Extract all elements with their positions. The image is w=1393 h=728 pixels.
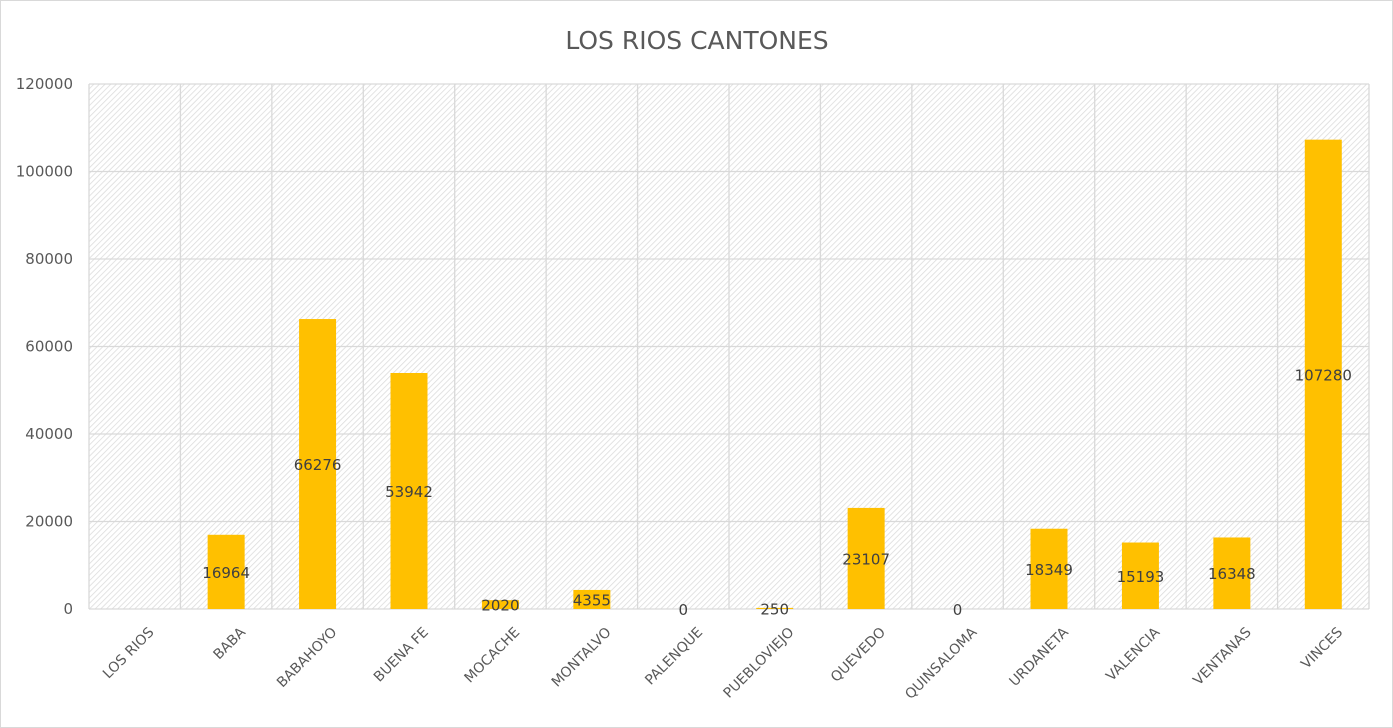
bar <box>756 607 794 609</box>
bar <box>573 589 611 609</box>
x-tick-label: PALENQUE <box>642 625 706 689</box>
x-tick-label: MONTALVO <box>549 625 615 691</box>
data-label: 16964 <box>202 564 250 582</box>
x-tick-label: MOCACHE <box>461 625 523 687</box>
data-label: 15193 <box>1117 568 1165 586</box>
data-label: 250 <box>760 600 789 618</box>
bar <box>1121 542 1159 609</box>
data-label: 66276 <box>294 456 342 474</box>
y-tick-label: 60000 <box>25 338 73 356</box>
data-label: 0 <box>953 601 963 619</box>
chart-title: LOS RIOS CANTONES <box>565 26 828 55</box>
bar <box>481 600 519 609</box>
x-tick-label: QUEVEDO <box>828 625 889 686</box>
bars <box>207 139 1342 609</box>
x-tick-label: URDANETA <box>1006 624 1072 690</box>
data-label: 53942 <box>385 483 433 501</box>
x-tick-label: QUINSALOMA <box>902 624 980 702</box>
data-labels: 16964 66276 53942 2020 4355 0 250 23107 0 18349 15… <box>202 366 1352 619</box>
x-tick-label: PUEBLOVIEJO <box>721 625 798 702</box>
bar <box>847 507 885 609</box>
y-tick-label: 120000 <box>16 75 73 93</box>
data-label: 2020 <box>481 597 519 615</box>
x-tick-label: LOS RIOS <box>100 624 158 682</box>
x-tick-label: BABA <box>211 624 250 663</box>
bar <box>390 373 428 609</box>
bar <box>1213 537 1251 609</box>
data-label: 107280 <box>1295 366 1352 384</box>
x-tick-label: VINCES <box>1298 624 1346 672</box>
x-tick-label: VALENCIA <box>1103 624 1163 684</box>
bar <box>299 319 337 609</box>
data-label: 23107 <box>842 550 890 568</box>
x-axis-labels: LOS RIOS BABA BABAHOYO BUENA FE MOCACHE MONTA… <box>100 624 1346 702</box>
x-tick-label: VENTANAS <box>1190 624 1254 688</box>
x-tick-label: BABAHOYO <box>274 625 340 691</box>
bar <box>1030 528 1068 609</box>
x-tick-label: BUENA FE <box>371 625 432 686</box>
y-tick-label: 20000 <box>25 513 73 531</box>
data-label: 0 <box>679 601 689 619</box>
data-label: 4355 <box>573 591 611 609</box>
y-tick-label: 0 <box>63 600 73 618</box>
bar <box>1304 139 1342 609</box>
y-tick-label: 40000 <box>25 425 73 443</box>
data-label: 16348 <box>1208 565 1256 583</box>
bar <box>207 534 245 609</box>
data-label: 18349 <box>1025 561 1073 579</box>
y-axis-ticks: 0 20000 40000 60000 80000 100000 120000 <box>16 75 73 618</box>
y-tick-label: 80000 <box>25 250 73 268</box>
y-tick-label: 100000 <box>16 163 73 181</box>
